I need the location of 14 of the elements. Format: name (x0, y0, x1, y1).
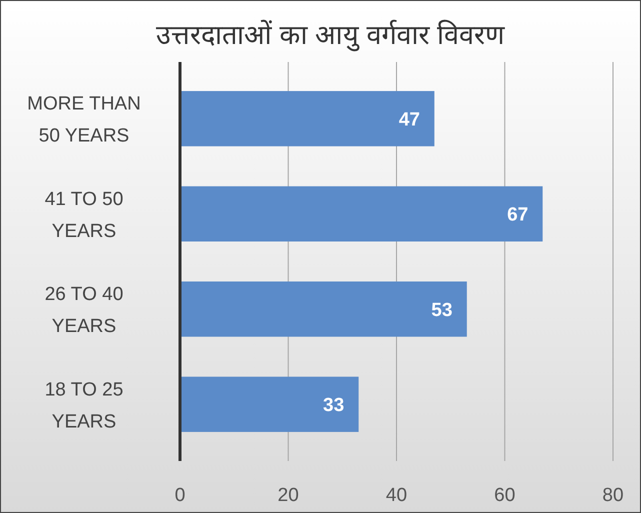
x-tick-label: 80 (602, 485, 624, 506)
y-tick-label: MORE THAN 50 YEARS (27, 94, 141, 147)
x-tick-label: 0 (174, 485, 186, 506)
chart-title: उत्तरदाताओं का आयु वर्गवार विवरण (156, 19, 506, 52)
y-tick-label: 26 TO 40 YEARS (44, 284, 124, 338)
data-label: 47 (398, 109, 420, 130)
data-label: 67 (507, 204, 528, 226)
x-tick-label: 40 (386, 485, 408, 506)
y-tick-label: 18 TO 25 YEARS (44, 379, 124, 432)
data-label: 33 (323, 394, 344, 416)
data-label: 53 (431, 300, 452, 321)
x-tick-label: 60 (494, 485, 516, 506)
x-tick-label: 20 (278, 485, 299, 506)
y-tick-label: 41 TO 50 YEARS (44, 188, 124, 242)
